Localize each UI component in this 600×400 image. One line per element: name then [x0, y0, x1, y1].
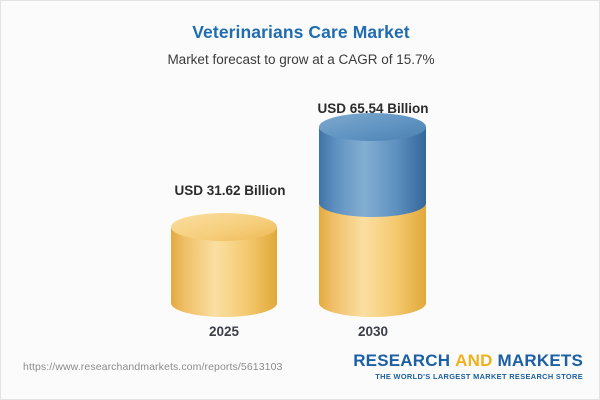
- logo-word-and: AND: [455, 351, 493, 370]
- research-and-markets-logo[interactable]: RESEARCH AND MARKETS THE WORLD'S LARGEST…: [353, 352, 583, 381]
- logo-wordmark: RESEARCH AND MARKETS: [353, 352, 583, 370]
- logo-word-research: RESEARCH: [353, 351, 451, 370]
- cylinder-2030-icon: [319, 113, 426, 317]
- cylinder-2025-icon: [171, 213, 277, 317]
- bar-2025[interactable]: [171, 213, 277, 317]
- footer: https://www.researchandmarkets.com/repor…: [1, 347, 599, 399]
- value-label-2025: USD 31.62 Billion: [174, 183, 286, 198]
- chart-subtitle: Market forecast to grow at a CAGR of 15.…: [167, 52, 435, 67]
- bar-2030[interactable]: [319, 113, 426, 317]
- category-label-2025: 2025: [208, 324, 240, 339]
- source-url-link[interactable]: https://www.researchandmarkets.com/repor…: [23, 361, 283, 373]
- plot-area: USD 31.62 Billion: [1, 81, 599, 346]
- value-label-2030: USD 65.54 Billion: [317, 101, 429, 116]
- logo-tagline: THE WORLD'S LARGEST MARKET RESEARCH STOR…: [375, 371, 583, 381]
- logo-word-markets: MARKETS: [497, 351, 583, 370]
- page-title: Veterinarians Care Market: [192, 22, 410, 42]
- category-label-2030: 2030: [357, 324, 389, 339]
